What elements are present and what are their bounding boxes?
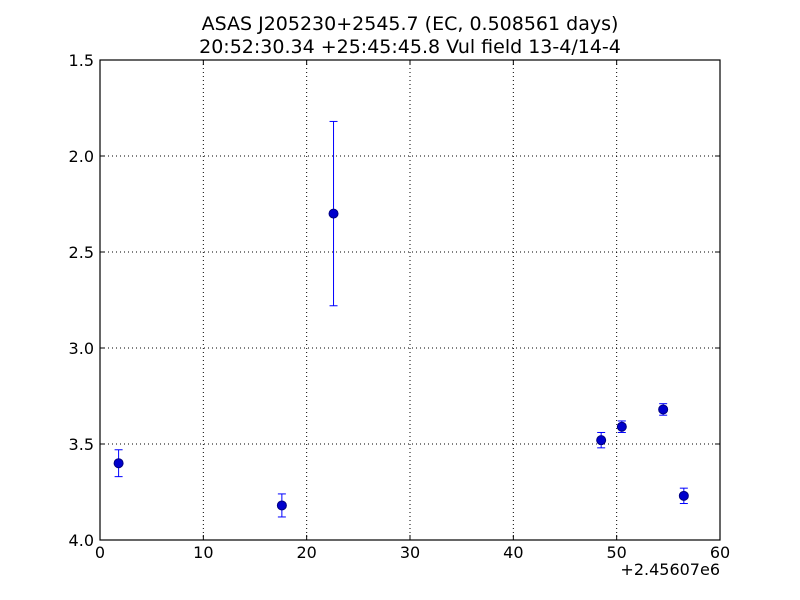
- data-point: [616, 421, 627, 432]
- x-tick-label: 60: [710, 543, 730, 562]
- x-tick-label: 40: [503, 543, 523, 562]
- data-point: [328, 208, 339, 219]
- error-bars: [114, 120, 688, 518]
- chart-subtitle: 20:52:30.34 +25:45:45.8 Vul field 13-4/1…: [199, 36, 621, 58]
- y-tick-label: 3.0: [69, 339, 94, 358]
- x-tick-label: 30: [400, 543, 420, 562]
- data-point: [596, 435, 607, 446]
- x-tick-label: 10: [193, 543, 213, 562]
- x-offset-label: +2.45607e6: [620, 560, 720, 579]
- x-tick-label: 50: [606, 543, 626, 562]
- chart-title: ASAS J205230+2545.7 (EC, 0.508561 days): [202, 13, 619, 35]
- axis-ticks: [99, 59, 721, 541]
- data-point: [113, 458, 124, 469]
- grid-lines: [100, 60, 720, 540]
- x-tick-label: 0: [95, 543, 105, 562]
- data-point: [658, 404, 669, 415]
- y-tick-label: 4.0: [69, 531, 94, 550]
- data-point: [678, 490, 689, 501]
- x-tick-label: 20: [296, 543, 316, 562]
- y-tick-label: 1.5: [69, 51, 94, 70]
- data-point: [276, 500, 287, 511]
- y-tick-label: 2.5: [69, 243, 94, 262]
- data-points: [113, 208, 689, 511]
- axis-tick-labels: 0 10 20 30 40 50 60 1.5 2.0 2.5 3.0 3.5 4.0: [69, 51, 731, 562]
- y-tick-label: 3.5: [69, 435, 94, 454]
- y-tick-label: 2.0: [69, 147, 94, 166]
